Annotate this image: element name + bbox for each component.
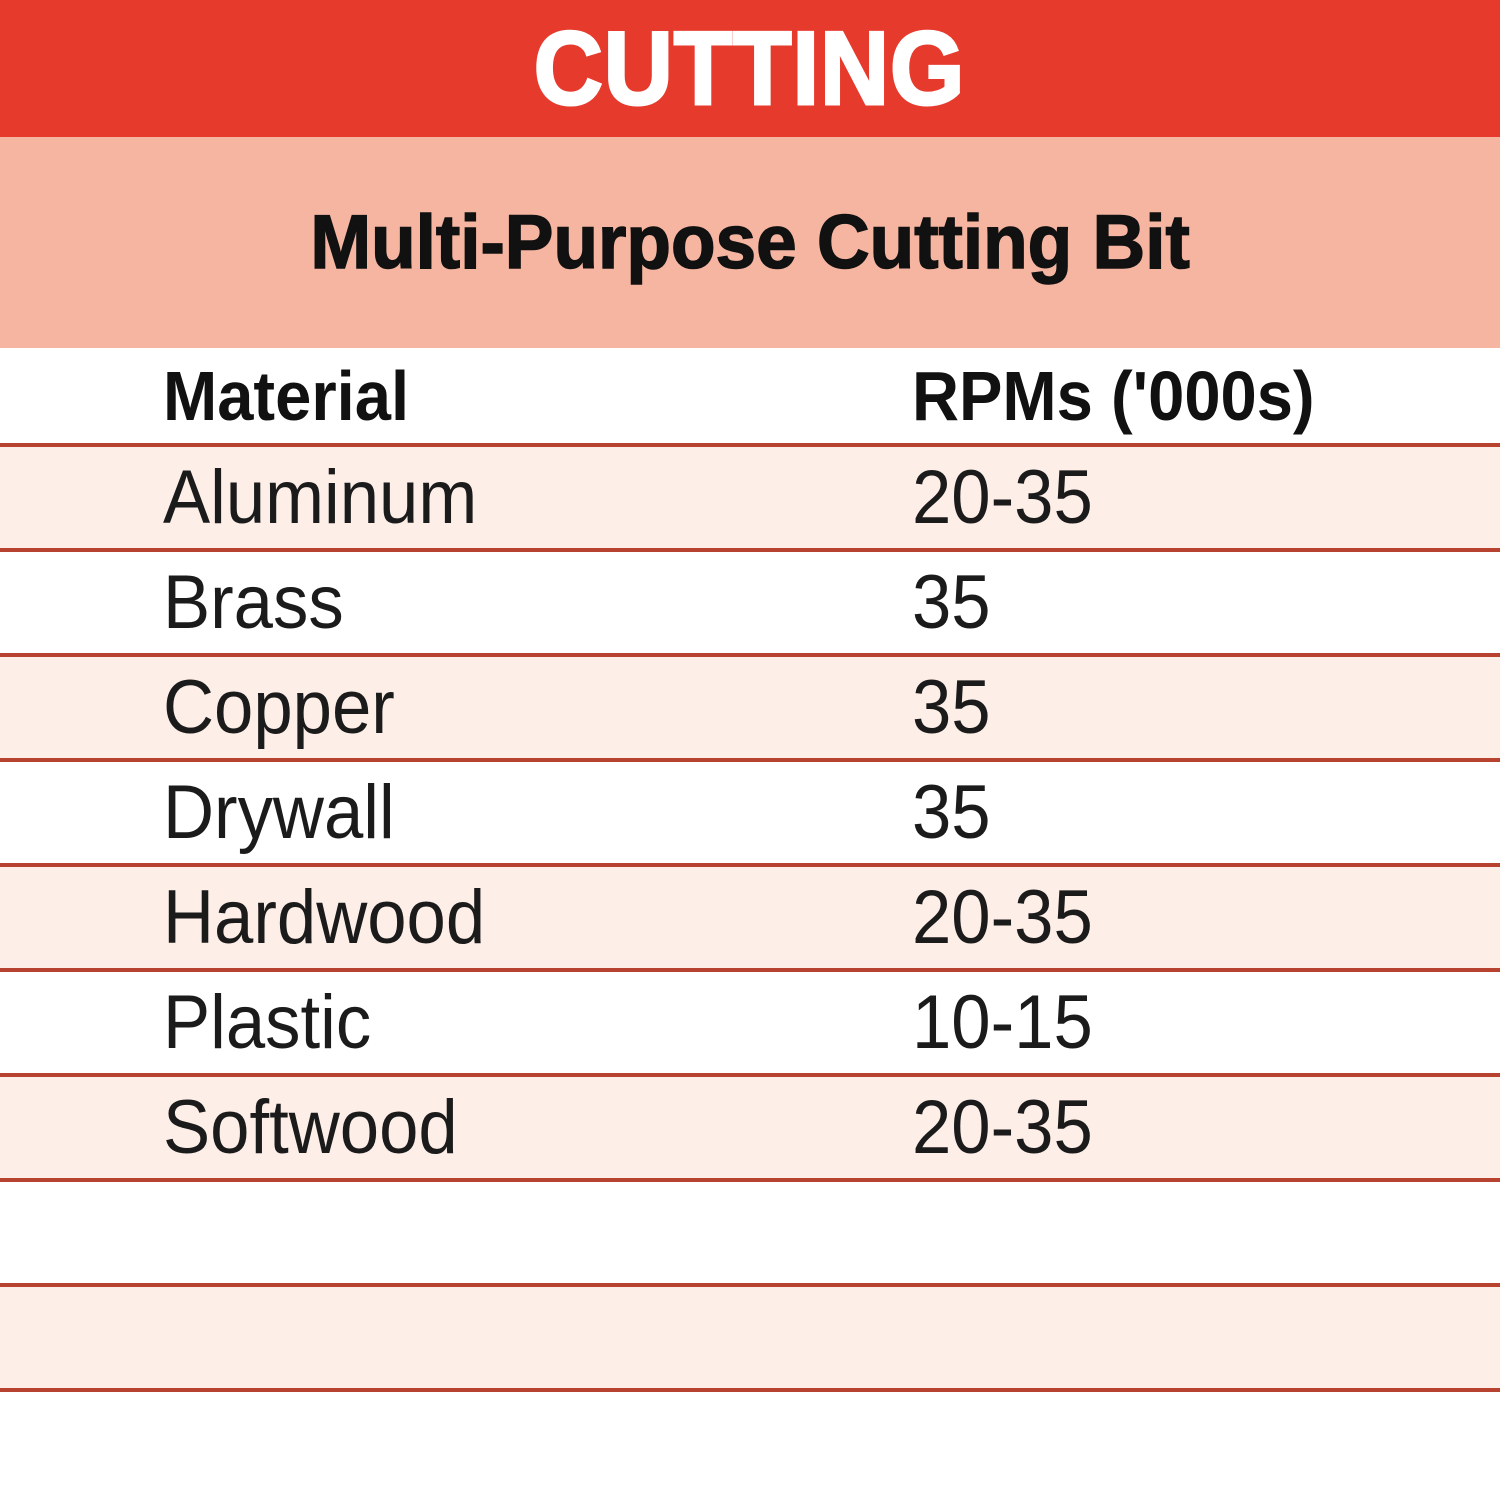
material-label: Hardwood [163, 874, 486, 960]
rpm-cell: 10-15 [912, 979, 1500, 1065]
table-row: Copper 35 [0, 653, 1500, 758]
rpm-cell: 20-35 [912, 454, 1500, 540]
material-cell: Softwood [0, 1084, 912, 1170]
table-row: Hardwood 20-35 [0, 863, 1500, 968]
rpm-cell: 20-35 [912, 874, 1500, 960]
rpm-cell: 20-35 [912, 1084, 1500, 1170]
material-label: Aluminum [163, 454, 478, 540]
column-header-material-label: Material [163, 356, 410, 435]
material-label: Plastic [163, 979, 372, 1065]
table-row: Brass 35 [0, 548, 1500, 653]
subheader-band: Multi-Purpose Cutting Bit [0, 137, 1500, 348]
material-cell: Aluminum [0, 454, 912, 540]
column-header-rpm-label: RPMs ('000s) [912, 356, 1315, 435]
table-row: Aluminum 20-35 [0, 443, 1500, 548]
rpm-value: 20-35 [912, 874, 1093, 960]
speed-table: Material RPMs ('000s) Aluminum 20-35 Bra… [0, 348, 1500, 1500]
table-row-empty [0, 1388, 1500, 1500]
material-label: Brass [163, 559, 344, 645]
material-label: Copper [163, 664, 395, 750]
table-row: Softwood 20-35 [0, 1073, 1500, 1178]
material-label: Drywall [163, 769, 395, 855]
material-cell: Plastic [0, 979, 912, 1065]
material-label: Softwood [163, 1084, 458, 1170]
rpm-value: 20-35 [912, 454, 1093, 540]
table-header-row: Material RPMs ('000s) [0, 348, 1500, 443]
banner-title: CUTTING [533, 10, 966, 127]
subheader-title: Multi-Purpose Cutting Bit [310, 199, 1191, 285]
rpm-cell: 35 [912, 559, 1500, 645]
rpm-value: 35 [912, 769, 991, 855]
column-header-rpm: RPMs ('000s) [912, 361, 1500, 431]
table-row: Drywall 35 [0, 758, 1500, 863]
material-cell: Copper [0, 664, 912, 750]
rpm-value: 35 [912, 664, 991, 750]
column-header-material: Material [0, 361, 912, 431]
rpm-value: 20-35 [912, 1084, 1093, 1170]
material-cell: Hardwood [0, 874, 912, 960]
material-cell: Drywall [0, 769, 912, 855]
cutting-banner: CUTTING [0, 0, 1500, 137]
table-row-empty [0, 1178, 1500, 1283]
material-cell: Brass [0, 559, 912, 645]
rpm-value: 10-15 [912, 979, 1093, 1065]
rpm-cell: 35 [912, 769, 1500, 855]
table-row: Plastic 10-15 [0, 968, 1500, 1073]
table-row-empty [0, 1283, 1500, 1388]
rpm-cell: 35 [912, 664, 1500, 750]
rpm-value: 35 [912, 559, 991, 645]
